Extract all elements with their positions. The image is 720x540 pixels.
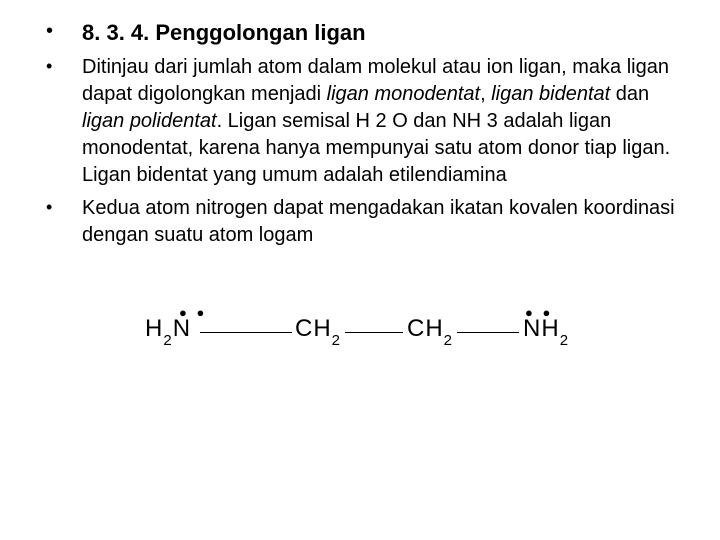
atom-h: H: [541, 315, 559, 342]
bullet-marker: •: [40, 54, 82, 78]
bullet-marker: •: [40, 18, 82, 45]
atom-n: N: [523, 315, 541, 342]
bond-line: [200, 332, 292, 334]
atom-h: H: [145, 315, 163, 342]
group-ch2: CH2: [295, 315, 341, 346]
p1-mid1: ,: [480, 83, 491, 105]
bond-line: [345, 332, 403, 334]
heading-text: 8. 3. 4. Penggolongan ligan: [82, 18, 366, 48]
paragraph-2-row: • Kedua atom nitrogen dapat mengadakan i…: [40, 195, 680, 249]
bond-line: [457, 332, 519, 334]
chemical-structure-diagram: ● ● H2N CH2 CH2 ● ● NH2: [145, 285, 575, 375]
sub-2: 2: [332, 332, 341, 349]
group-h2n: H2N: [145, 315, 191, 346]
heading-row: • 8. 3. 4. Penggolongan ligan: [40, 18, 680, 48]
atom-ch: CH: [407, 315, 444, 342]
paragraph-2: Kedua atom nitrogen dapat mengadakan ika…: [82, 195, 680, 249]
group-nh2: NH2: [523, 315, 569, 346]
p1-mid2: dan: [610, 83, 649, 105]
sub-2: 2: [163, 332, 172, 349]
atom-n: N: [173, 315, 191, 342]
sub-2: 2: [560, 332, 569, 349]
paragraph-1-row: • Ditinjau dari jumlah atom dalam moleku…: [40, 54, 680, 189]
bullet-marker: •: [40, 195, 82, 219]
p1-italic-2: ligan bidentat: [491, 83, 610, 105]
sub-2: 2: [444, 332, 453, 349]
atom-ch: CH: [295, 315, 332, 342]
paragraph-1: Ditinjau dari jumlah atom dalam molekul …: [82, 54, 680, 189]
p1-italic-3: ligan polidentat: [82, 110, 217, 132]
slide: • 8. 3. 4. Penggolongan ligan • Ditinjau…: [0, 0, 720, 375]
p1-italic-1: ligan monodentat: [327, 83, 480, 105]
group-ch2: CH2: [407, 315, 453, 346]
